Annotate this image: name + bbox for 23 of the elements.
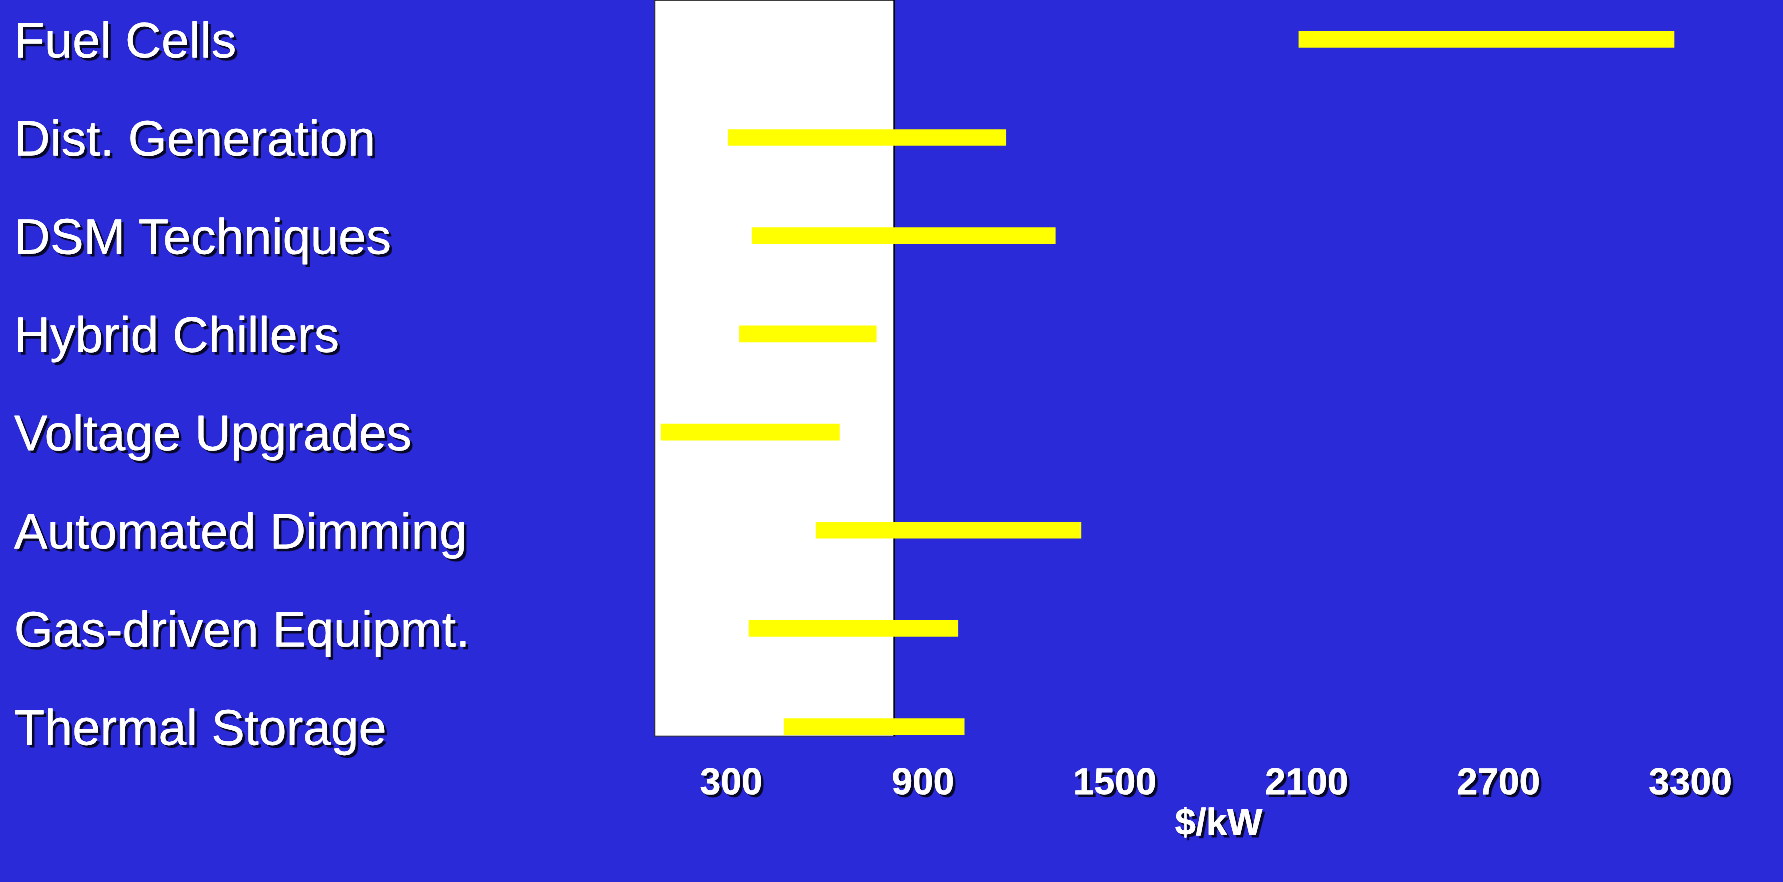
y-tick-label: Voltage Upgrades bbox=[14, 413, 413, 464]
x-tick-label: 3300 bbox=[1649, 768, 1734, 798]
y-tick-label: Fuel Cells bbox=[18, 21, 238, 61]
y-tick-label: Hybrid Chillers bbox=[18, 315, 341, 366]
y-tick-label: DSM Techniques bbox=[18, 217, 393, 267]
bar bbox=[815, 521, 1082, 539]
bar bbox=[660, 423, 840, 441]
bar bbox=[727, 129, 1007, 146]
y-tick-label: Thermal Storage bbox=[15, 708, 388, 758]
y-tick-label: Automated Dimming bbox=[14, 512, 467, 562]
x-tick-label: 300 bbox=[700, 768, 764, 798]
bar bbox=[748, 620, 959, 637]
bar bbox=[751, 227, 1056, 245]
bar bbox=[783, 718, 965, 735]
y-tick-label: Dist. Generation bbox=[18, 119, 375, 159]
x-tick-label: 2700 bbox=[1458, 768, 1542, 798]
x-tick-label: 2100 bbox=[1266, 768, 1350, 798]
x-tick-label: 1500 bbox=[1075, 768, 1158, 798]
x-tick-label: 900 bbox=[892, 768, 956, 798]
bar bbox=[1298, 30, 1675, 48]
bar bbox=[739, 325, 877, 343]
y-tick-label: Gas-driven Equipmt. bbox=[16, 610, 469, 660]
x-axis-title: $/kW bbox=[1175, 806, 1266, 841]
